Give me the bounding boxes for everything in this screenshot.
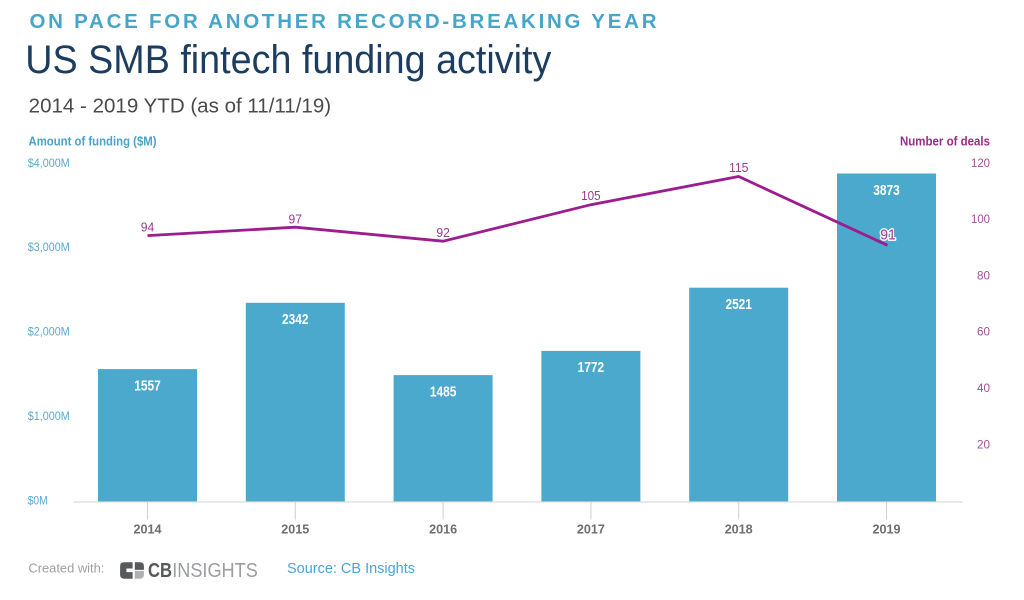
svg-text:115: 115 [729, 160, 749, 175]
svg-text:1485: 1485 [430, 384, 457, 400]
svg-text:$4,000M: $4,000M [28, 156, 70, 170]
svg-text:3873: 3873 [873, 183, 900, 199]
svg-text:94: 94 [141, 220, 155, 235]
svg-text:92: 92 [436, 225, 450, 240]
svg-text:1557: 1557 [134, 378, 161, 394]
svg-text:US SMB fintech funding activit: US SMB fintech funding activity [25, 38, 551, 82]
svg-text:40: 40 [977, 381, 990, 395]
svg-text:100: 100 [971, 212, 990, 226]
svg-text:$0M: $0M [28, 493, 48, 507]
svg-text:60: 60 [977, 325, 990, 339]
svg-text:2016: 2016 [429, 522, 457, 537]
svg-text:2521: 2521 [725, 297, 752, 313]
svg-text:2342: 2342 [282, 312, 309, 328]
svg-text:Created with:: Created with: [28, 561, 104, 576]
svg-text:2015: 2015 [281, 522, 309, 537]
svg-text:$2,000M: $2,000M [28, 325, 70, 339]
svg-text:80: 80 [977, 268, 990, 282]
svg-text:Source: CB Insights: Source: CB Insights [287, 561, 415, 577]
svg-text:$3,000M: $3,000M [28, 240, 70, 254]
svg-text:2017: 2017 [577, 522, 605, 537]
svg-text:ON PACE FOR ANOTHER RECORD-BRE: ON PACE FOR ANOTHER RECORD-BREAKING YEAR [30, 10, 657, 33]
svg-text:20: 20 [977, 437, 990, 451]
svg-text:2014: 2014 [134, 522, 163, 537]
svg-text:CB: CB [148, 560, 172, 582]
svg-text:1772: 1772 [578, 360, 605, 376]
svg-text:105: 105 [581, 188, 601, 203]
svg-text:120: 120 [971, 156, 990, 170]
svg-text:INSIGHTS: INSIGHTS [172, 560, 258, 582]
svg-text:91: 91 [880, 226, 896, 243]
svg-text:Number of deals: Number of deals [900, 133, 990, 148]
svg-text:2019: 2019 [873, 522, 901, 537]
svg-text:2014 - 2019 YTD (as of 11/11/1: 2014 - 2019 YTD (as of 11/11/19) [29, 96, 331, 118]
svg-text:Amount of funding ($M): Amount of funding ($M) [29, 133, 157, 148]
svg-text:97: 97 [289, 211, 303, 226]
svg-text:2018: 2018 [725, 522, 753, 537]
svg-text:91: 91 [880, 226, 896, 243]
svg-text:$1,000M: $1,000M [28, 409, 70, 423]
